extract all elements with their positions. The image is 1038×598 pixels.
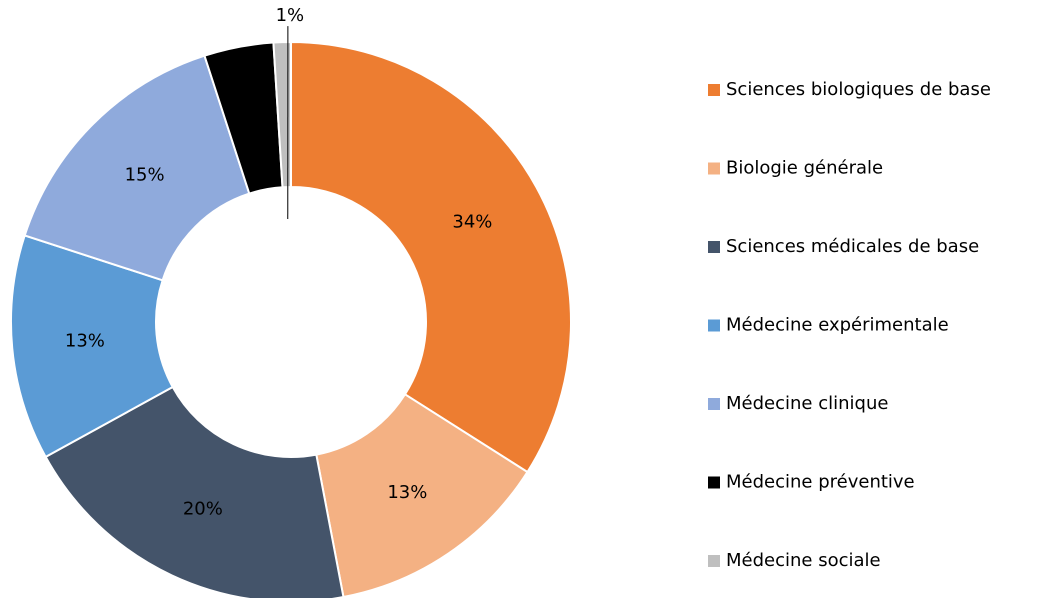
- slice: [315, 392, 529, 598]
- slice: [290, 40, 572, 474]
- legend-swatch: [708, 84, 720, 96]
- legend-label: Biologie générale: [726, 158, 883, 179]
- legend-swatch: [708, 319, 720, 332]
- data-label: 1%: [276, 5, 305, 26]
- legend-swatch: [708, 476, 720, 489]
- labels: 34% 13% 20% 13% 15% 4% 1%: [65, 5, 492, 519]
- data-label: 15%: [125, 165, 165, 186]
- slice: [272, 40, 292, 189]
- data-label: 13%: [387, 482, 427, 503]
- legend-swatch: [708, 555, 720, 567]
- legend-label: Médecine expérimentale: [726, 315, 949, 336]
- legend-swatch: [708, 162, 720, 175]
- slice: [10, 234, 175, 459]
- legend-label: Sciences médicales de base: [726, 236, 979, 257]
- slice: [44, 385, 345, 598]
- legend: Sciences biologiques de base Biologie gén…: [708, 79, 991, 571]
- slice: [23, 54, 251, 282]
- data-label: 13%: [65, 330, 105, 351]
- legend-swatch: [708, 398, 720, 410]
- legend-label: Sciences biologiques de base: [726, 79, 991, 100]
- data-label: 20%: [183, 498, 223, 519]
- legend-label: Médecine sociale: [726, 550, 881, 571]
- data-label: 34%: [452, 211, 492, 232]
- legend-label: Médecine clinique: [726, 393, 888, 414]
- legend-label: Médecine préventive: [726, 472, 915, 493]
- data-label: 4%: [238, 108, 267, 129]
- legend-swatch: [708, 241, 720, 253]
- slices: [10, 40, 572, 598]
